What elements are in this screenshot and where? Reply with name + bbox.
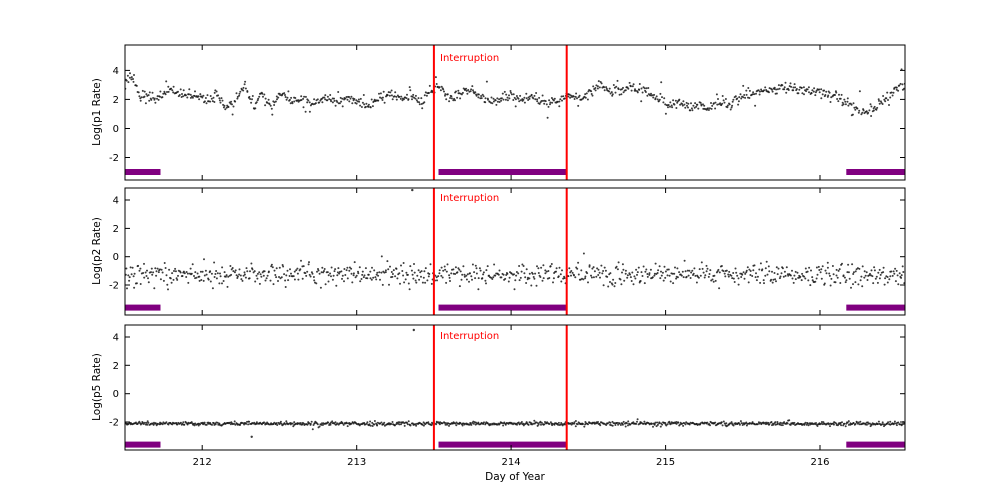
y-tick-label: 4 [113, 333, 119, 344]
coverage-bar [438, 441, 567, 448]
y-tick-label: -2 [109, 418, 119, 429]
y-tick-label: -2 [109, 153, 119, 164]
coverage-bar [846, 304, 905, 311]
x-tick-label: 214 [502, 457, 521, 468]
panel-frame [124, 187, 906, 316]
y-tick-label: 2 [113, 361, 119, 372]
y-tick-label: 4 [113, 196, 119, 207]
x-tick-label: 213 [347, 457, 366, 468]
y-tick-label: 0 [113, 252, 119, 263]
y-tick-label: -2 [109, 281, 119, 292]
coverage-bar [125, 304, 161, 311]
x-tick-label: 215 [656, 457, 675, 468]
x-tick-label: 212 [193, 457, 212, 468]
scatter-series-p2 [125, 188, 905, 291]
coverage-bar [846, 169, 905, 175]
y-tick-label: 0 [113, 389, 119, 400]
y-tick-label: 2 [113, 224, 119, 235]
scatter-series-p1 [125, 68, 905, 119]
coverage-bar [438, 169, 567, 175]
y-tick-label: 4 [113, 66, 119, 77]
coverage-bar [438, 304, 567, 311]
panel-frame [124, 44, 906, 181]
y-tick-label: 2 [113, 95, 119, 106]
panel-frame [124, 324, 906, 451]
coverage-bar [125, 441, 161, 448]
coverage-bar [125, 169, 161, 175]
coverage-bar [846, 441, 905, 448]
y-tick-label: 0 [113, 124, 119, 135]
scatter-series-p5 [125, 328, 905, 438]
x-tick-label: 216 [810, 457, 829, 468]
